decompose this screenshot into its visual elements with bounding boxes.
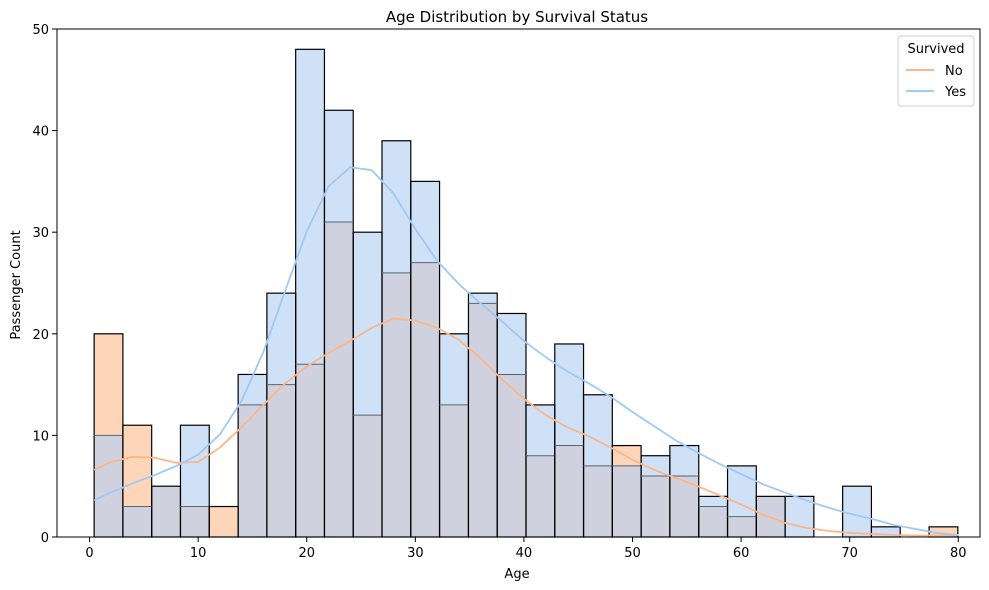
bar-overlap [295,364,325,537]
y-tick-label: 10 [32,429,49,444]
bar-overlap [554,445,584,537]
bar-yes [785,496,814,537]
bar-overlap [180,506,210,537]
legend-title: Survived [907,42,964,57]
y-axis-label: Passenger Count [9,230,24,339]
x-tick-label: 70 [841,546,858,561]
legend-label-yes: Yes [944,85,966,100]
y-tick-label: 30 [32,226,49,241]
bar-overlap [439,404,469,537]
x-tick-label: 60 [733,546,750,561]
y-tick-label: 0 [41,531,49,546]
legend: Survived No Yes [897,35,975,107]
x-tick-label: 50 [624,546,641,561]
bar-no [209,506,239,537]
bar-overlap [669,476,699,537]
x-tick-label: 30 [407,546,424,561]
y-tick-label: 50 [32,23,49,38]
bar-overlap [324,222,354,538]
chart-title: Age Distribution by Survival Status [386,8,648,26]
bar-overlap [151,486,181,537]
x-tick-label: 10 [190,546,207,561]
bar-overlap [122,506,152,537]
bar-no [929,526,958,537]
bar-overlap [410,262,440,537]
bar-overlap [266,384,296,537]
legend-label-no: No [945,64,963,79]
y-axis-ticks: 0 10 20 30 40 50 [32,23,57,546]
bar-overlap [94,435,123,537]
x-axis-ticks: 0 10 20 30 40 50 60 70 80 [85,537,967,561]
bar-overlap [497,374,526,537]
bar-yes [871,526,901,537]
kde-lines [93,166,959,537]
kde-line-no [93,317,959,537]
bar-overlap [727,516,757,537]
x-axis-label: Age [504,567,529,582]
bar-overlap [698,506,728,537]
bar-overlap [583,465,613,537]
bar-overlap [525,455,555,537]
plot-area-frame [56,28,981,538]
y-tick-label: 40 [32,125,49,140]
legend-box [897,35,975,107]
kde-line-yes [93,166,959,536]
bar-yes [842,486,872,537]
bar-overlap [382,272,411,537]
bar-overlap [353,415,383,537]
x-tick-label: 0 [85,546,93,561]
bar-overlap [641,476,670,537]
bar-overlap [468,303,498,537]
bar-overlap [612,465,642,537]
y-tick-label: 20 [32,328,49,343]
x-tick-label: 20 [298,546,315,561]
x-tick-label: 40 [516,546,533,561]
x-tick-label: 80 [950,546,967,561]
bar-overlap [238,404,267,537]
